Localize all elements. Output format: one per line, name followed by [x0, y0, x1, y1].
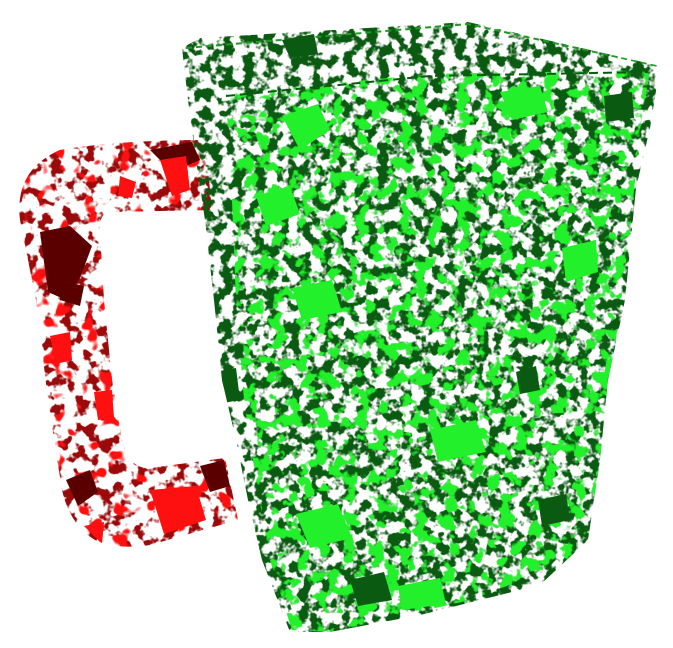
mug-body: [182, 22, 660, 632]
